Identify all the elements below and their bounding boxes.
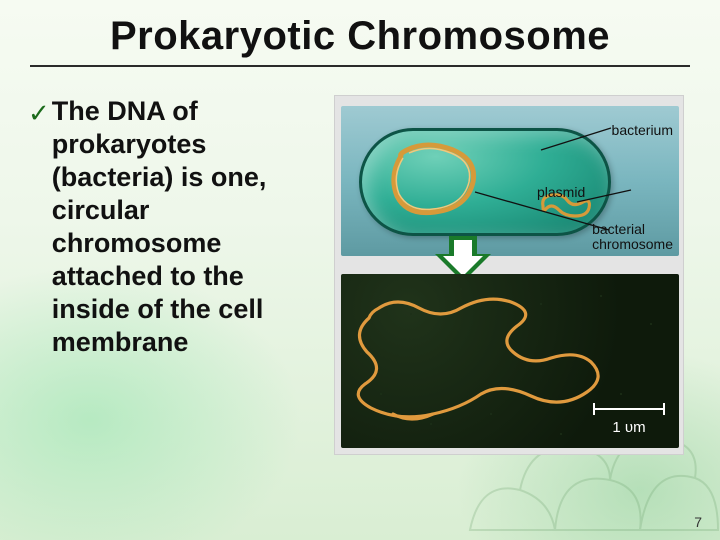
slide: Prokaryotic Chromosome ✓ The DNA of prok… bbox=[0, 0, 720, 540]
leader-lines bbox=[341, 106, 679, 256]
scale-bar-line bbox=[593, 403, 665, 415]
figure-panel: bacterium plasmid bacterial chromosome bbox=[334, 95, 684, 455]
bullet-column: ✓ The DNA of prokaryotes (bacteria) is o… bbox=[28, 95, 316, 455]
slide-title: Prokaryotic Chromosome bbox=[0, 0, 720, 59]
bullet-text: The DNA of prokaryotes (bacteria) is one… bbox=[52, 95, 316, 359]
dna-micrograph-panel: 1 υm bbox=[341, 274, 679, 448]
checkmark-icon: ✓ bbox=[28, 99, 50, 128]
content-row: ✓ The DNA of prokaryotes (bacteria) is o… bbox=[0, 67, 720, 455]
bullet-item: ✓ The DNA of prokaryotes (bacteria) is o… bbox=[28, 95, 316, 359]
scale-bar: 1 υm bbox=[593, 403, 665, 436]
bacterium-panel: bacterium plasmid bacterial chromosome bbox=[341, 106, 679, 256]
scale-bar-label: 1 υm bbox=[612, 419, 645, 436]
page-number: 7 bbox=[694, 514, 702, 530]
